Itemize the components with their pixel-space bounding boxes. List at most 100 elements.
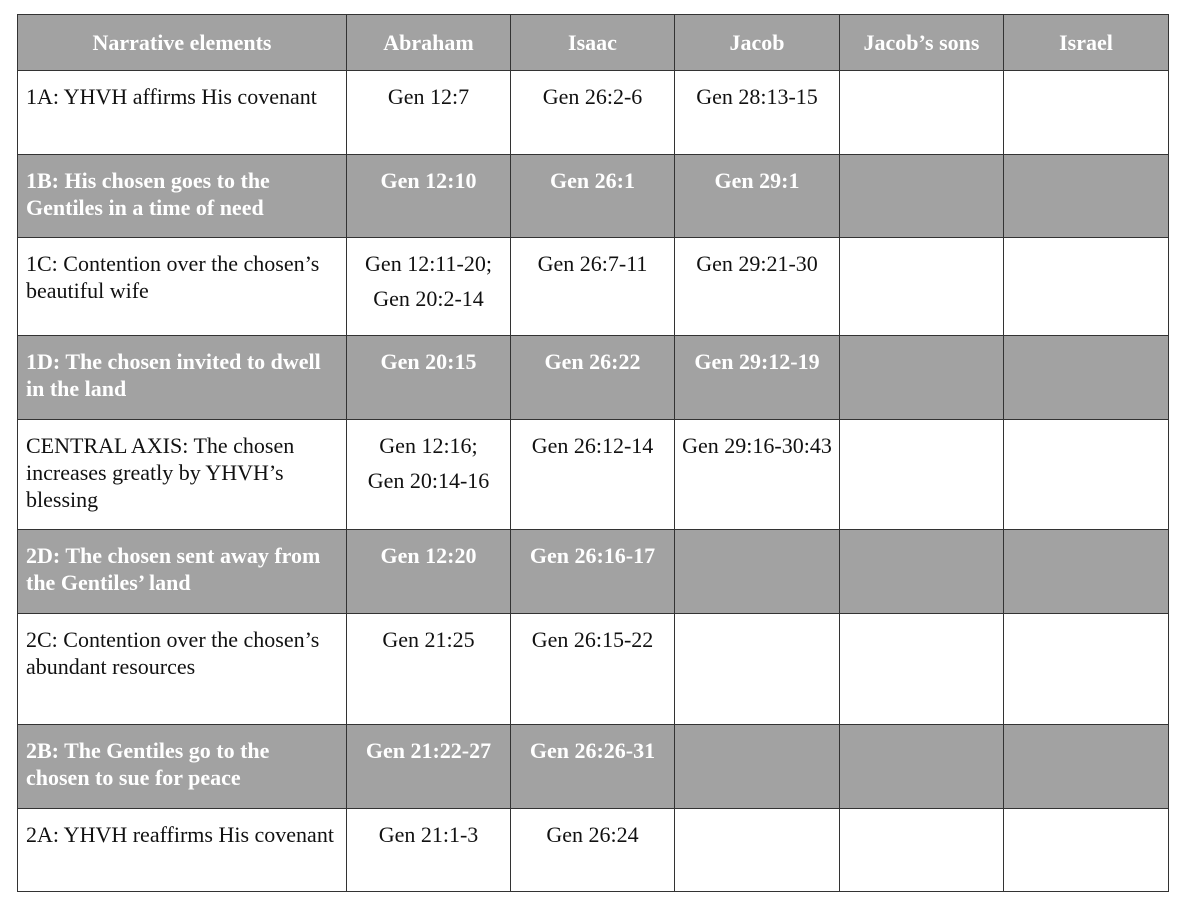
reference-cell: Gen 26:24 [510, 808, 675, 892]
reference: Gen 26:26-31 [529, 738, 656, 763]
reference-cell: Gen 12:10 [346, 154, 511, 238]
row-label: 1B: His chosen goes to the Gentiles in a… [17, 154, 347, 238]
table-row: 2B: The Gentiles go to the chosen to sue… [17, 724, 1169, 809]
reference-cell: Gen 21:25 [346, 613, 511, 725]
reference-cell [674, 724, 840, 809]
reference: Gen 26:15-22 [531, 627, 654, 652]
reference-cell [839, 529, 1004, 614]
reference-cell: Gen 26:1 [510, 154, 675, 238]
reference-cell [839, 154, 1004, 238]
reference: Gen 12:7 [387, 84, 470, 109]
table-body: 1A: YHVH affirms His covenant Gen 12:7 Gen… [17, 70, 1169, 892]
reference-cell [674, 808, 840, 892]
reference-cell [1003, 70, 1169, 155]
reference-cell [1003, 613, 1169, 725]
column-header: Narrative elements [17, 14, 347, 71]
row-label: 2B: The Gentiles go to the chosen to sue… [17, 724, 347, 809]
reference-cell: Gen 21:1-3 [346, 808, 511, 892]
reference-cell [1003, 237, 1169, 336]
reference-cell: Gen 29:12-19 [674, 335, 840, 420]
reference-cell [839, 613, 1004, 725]
column-header: Jacob’s sons [839, 14, 1004, 71]
reference-cell: Gen 29:16-30:43 [674, 419, 840, 530]
row-label: 2A: YHVH reaffirms His covenant [17, 808, 347, 892]
reference-cell: Gen 12:7 [346, 70, 511, 155]
column-header: Isaac [510, 14, 675, 71]
table-row: 1A: YHVH affirms His covenant Gen 12:7 Gen… [17, 70, 1169, 155]
reference-cell [839, 335, 1004, 420]
reference-cell [1003, 724, 1169, 809]
reference-cell: Gen 26:16-17 [510, 529, 675, 614]
reference: Gen 20:2-14 [373, 286, 484, 311]
row-label: 2C: Contention over the chosen’s abundan… [17, 613, 347, 725]
reference-cell [839, 724, 1004, 809]
reference: Gen 12:11-20; [365, 251, 492, 276]
table-row: 2A: YHVH reaffirms His covenant Gen 21:1-… [17, 808, 1169, 892]
reference-cell [1003, 154, 1169, 238]
table-row: CENTRAL AXIS: The chosen increases great… [17, 419, 1169, 530]
reference-cell: Gen 29:21-30 [674, 237, 840, 336]
row-label: 1C: Contention over the chosen’s beautif… [17, 237, 347, 336]
reference-cell: Gen 26:12-14 [510, 419, 675, 530]
table-head: Narrative elements Abraham Isaac Jacob Jacob… [17, 14, 1169, 71]
reference-cell: Gen 26:15-22 [510, 613, 675, 725]
reference-cell: Gen 12:11-20; Gen 20:2-14 [346, 237, 511, 336]
row-label: CENTRAL AXIS: The chosen increases great… [17, 419, 347, 530]
reference: Gen 29:12-19 [694, 349, 820, 374]
column-header: Israel [1003, 14, 1169, 71]
reference: Gen 21:22-27 [365, 738, 492, 763]
column-header: Jacob [674, 14, 840, 71]
reference-cell: Gen 12:16; Gen 20:14-16 [346, 419, 511, 530]
reference: Gen 21:25 [382, 627, 475, 652]
reference-cell [839, 237, 1004, 336]
reference-cell: Gen 28:13-15 [674, 70, 840, 155]
reference: Gen 20:15 [380, 349, 477, 374]
column-header: Abraham [346, 14, 511, 71]
reference-cell [839, 419, 1004, 530]
reference-cell [839, 808, 1004, 892]
table-row: 1B: His chosen goes to the Gentiles in a… [17, 154, 1169, 238]
reference-cell [839, 70, 1004, 155]
reference-cell: Gen 26:26-31 [510, 724, 675, 809]
reference-cell: Gen 26:22 [510, 335, 675, 420]
reference-cell: Gen 26:2-6 [510, 70, 675, 155]
reference-cell [1003, 529, 1169, 614]
reference: Gen 21:1-3 [378, 822, 479, 847]
table-row: 1D: The chosen invited to dwell in the l… [17, 335, 1169, 420]
reference-cell: Gen 20:15 [346, 335, 511, 420]
reference: Gen 26:16-17 [529, 543, 656, 568]
row-label: 2D: The chosen sent away from the Gentil… [17, 529, 347, 614]
reference: Gen 26:7-11 [537, 251, 648, 276]
reference: Gen 29:16-30:43 [682, 433, 832, 458]
reference: Gen 26:2-6 [542, 84, 643, 109]
reference-cell [1003, 335, 1169, 420]
narrative-table: Narrative elements Abraham Isaac Jacob Jacob… [17, 14, 1169, 892]
reference: Gen 26:24 [546, 822, 639, 847]
reference-cell [1003, 419, 1169, 530]
reference: Gen 26:12-14 [531, 433, 654, 458]
table-row: 2D: The chosen sent away from the Gentil… [17, 529, 1169, 614]
reference: Gen 20:14-16 [367, 468, 490, 493]
table-row: 1C: Contention over the chosen’s beautif… [17, 237, 1169, 336]
reference: Gen 29:1 [714, 168, 800, 193]
reference: Gen 26:22 [544, 349, 641, 374]
reference: Gen 28:13-15 [696, 84, 818, 109]
reference: Gen 12:16; [379, 433, 478, 458]
reference-cell [1003, 808, 1169, 892]
reference-cell: Gen 12:20 [346, 529, 511, 614]
reference-cell: Gen 26:7-11 [510, 237, 675, 336]
table-row: 2C: Contention over the chosen’s abundan… [17, 613, 1169, 725]
reference: Gen 26:1 [550, 168, 635, 193]
reference: Gen 12:20 [380, 543, 477, 568]
reference-cell: Gen 29:1 [674, 154, 840, 238]
reference: Gen 12:10 [380, 168, 477, 193]
reference-cell [674, 613, 840, 725]
reference-cell [674, 529, 840, 614]
row-label: 1D: The chosen invited to dwell in the l… [17, 335, 347, 420]
reference-cell: Gen 21:22-27 [346, 724, 511, 809]
reference: Gen 29:21-30 [696, 251, 818, 276]
row-label: 1A: YHVH affirms His covenant [17, 70, 347, 155]
header-row: Narrative elements Abraham Isaac Jacob Jacob… [17, 14, 1169, 71]
